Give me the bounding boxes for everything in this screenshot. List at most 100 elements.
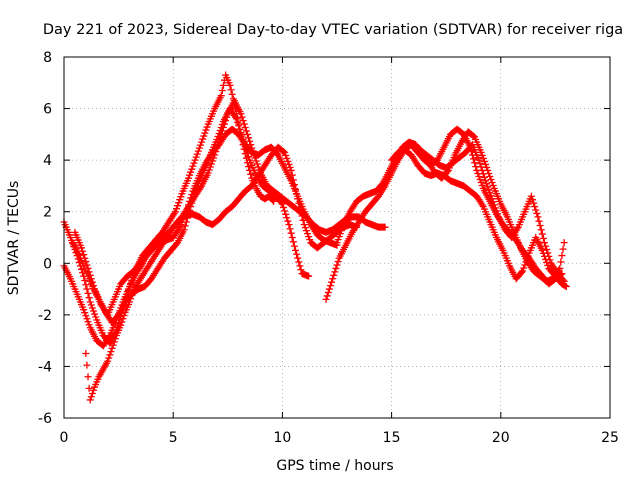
data-point [236,125,244,133]
data-point [293,190,301,198]
data-point [560,277,568,285]
data-point [83,315,91,323]
x-axis-label: GPS time / hours [276,458,393,474]
data-point [181,222,189,230]
data-point [545,252,553,260]
data-point [243,130,251,138]
data-point [200,132,208,140]
data-point [539,234,547,242]
data-point [476,160,484,168]
data-point [279,148,287,156]
data-point [329,275,337,283]
data-point [528,196,536,204]
data-point [296,262,304,270]
data-point [557,258,565,266]
data-point [193,150,201,158]
data-point [189,196,197,204]
data-point [292,185,300,193]
data-point [88,304,96,312]
data-point [89,386,97,394]
data-point [328,278,336,286]
series-pass-1 [60,71,278,347]
data-point [107,348,115,356]
data-point [77,244,85,252]
data-point [85,321,93,329]
data-point [191,189,199,197]
y-tick-label: -2 [38,308,52,324]
data-point [546,256,554,264]
data-point [294,195,302,203]
data-point [245,153,253,161]
data-point [484,183,492,191]
data-point [189,162,197,170]
y-axis-label: SDTVAR / TECUs [6,181,22,296]
data-point [334,258,342,266]
x-tick-label: 0 [60,430,69,446]
plot-border [63,56,611,419]
data-point [519,267,527,275]
data-point [540,239,548,247]
data-point [83,361,91,369]
data-point [187,168,195,176]
data-point [207,160,215,168]
data-point [335,233,343,241]
y-tick-labels: -6 -4 -2 0 2 4 6 8 [38,50,52,427]
data-point [67,234,75,241]
data-point [485,186,493,194]
data-point [562,282,570,290]
data-point [524,252,532,260]
data-point [197,141,204,149]
data-point [172,205,180,213]
data-point [104,357,112,365]
data-point [282,210,290,218]
data-point [86,396,94,404]
data-point [488,195,496,203]
data-point [81,276,89,284]
data-point [243,149,251,157]
data-point [486,189,494,197]
data-point [482,177,490,185]
data-point [241,142,249,150]
y-tick-label: -6 [38,411,52,427]
data-point [110,338,118,346]
data-point [483,180,491,188]
x-tick-label: 25 [601,430,619,446]
data-point [559,245,567,253]
data-point [332,264,340,272]
data-point [479,154,487,162]
data-point [192,185,200,193]
data-point [118,318,126,326]
data-point [253,160,261,168]
data-point [297,208,305,216]
data-point [290,242,298,250]
data-point [478,166,486,174]
data-point [198,138,206,146]
data-point [333,261,341,269]
data-point [475,172,483,180]
data-point [202,126,210,134]
data-point [522,258,530,266]
data-point [108,344,116,352]
data-point [491,204,499,212]
data-point [477,163,485,171]
data-points [60,71,570,404]
data-point [559,276,567,284]
data-point [532,206,540,214]
data-point [535,217,543,225]
data-point [489,198,497,206]
data-point [270,197,278,205]
data-point [286,163,294,171]
y-tick-label: 6 [43,102,52,118]
data-point [84,318,92,326]
data-point [238,113,246,121]
data-point [186,171,194,179]
data-point [299,216,307,224]
data-point [298,212,306,220]
data-point [128,292,136,300]
data-point [283,214,291,222]
data-point [527,192,535,200]
axis-ticks [63,56,611,419]
data-point [199,135,207,143]
data-point [85,294,93,302]
